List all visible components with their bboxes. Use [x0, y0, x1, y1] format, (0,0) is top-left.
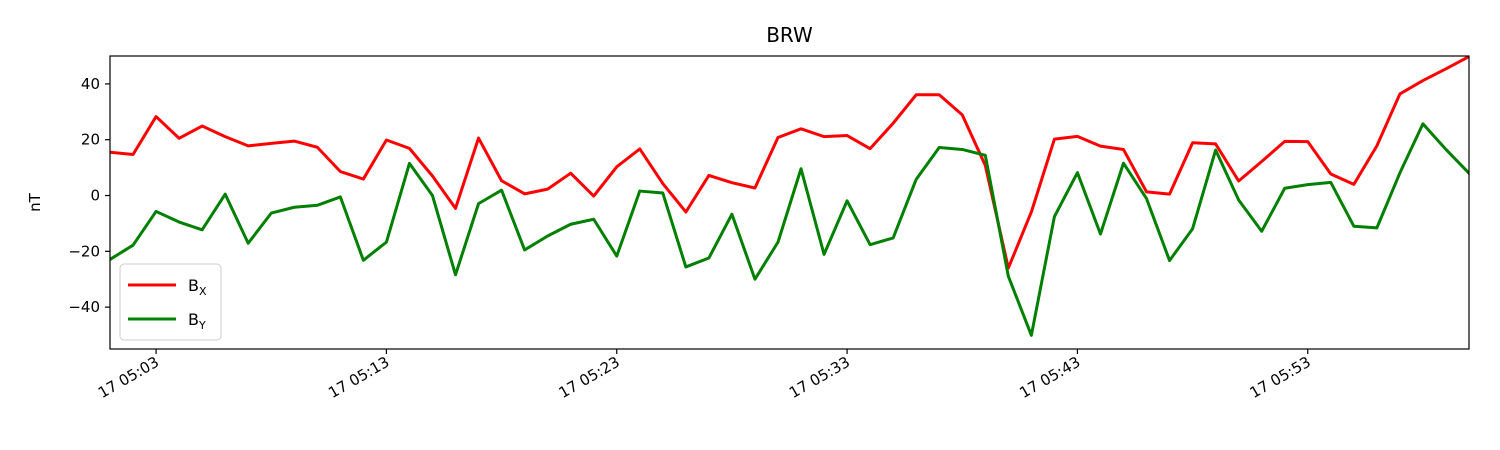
y-tick-label: −20: [68, 242, 100, 260]
y-axis: 40 20 0 −20 −40: [68, 75, 110, 316]
y-tick-label: −40: [68, 298, 100, 316]
y-tick-label: 40: [81, 75, 100, 93]
y-tick-label: 20: [81, 131, 100, 149]
x-tick-label: 17 05:03: [95, 353, 162, 402]
x-tick-label: 17 05:33: [786, 353, 853, 402]
series-layer: [110, 56, 1469, 337]
plot-frame: [109, 55, 1470, 350]
chart-title: BRW: [766, 23, 813, 47]
legend-label: BX: [188, 276, 207, 298]
x-tick-label: 17 05:13: [325, 353, 392, 402]
legend-label: BY: [188, 310, 206, 332]
series-line-bx: [110, 56, 1469, 270]
y-tick-label: 0: [90, 187, 100, 205]
y-axis-label: nT: [26, 192, 44, 212]
legend: BX BY: [119, 263, 222, 341]
x-axis: 17 05:03 17 05:13 17 05:23 17 05:33 17 05:43…: [95, 349, 1314, 402]
legend-box: [119, 263, 222, 341]
plot-area: [109, 55, 1470, 350]
x-tick-label: 17 05:23: [556, 353, 623, 402]
series-line-by: [110, 122, 1469, 337]
x-tick-label: 17 05:53: [1247, 353, 1314, 402]
x-tick-label: 17 05:43: [1016, 353, 1083, 402]
